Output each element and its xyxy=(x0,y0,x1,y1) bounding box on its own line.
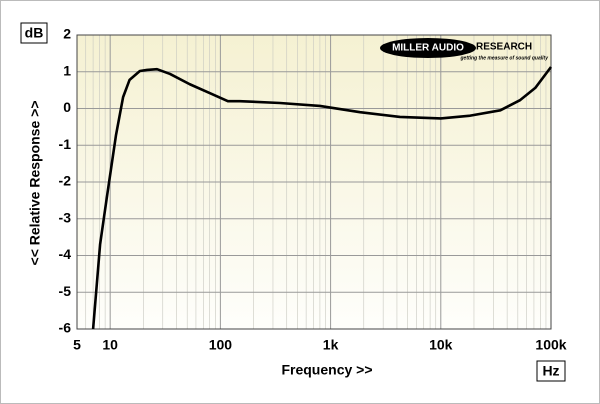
y-tick-label: -2 xyxy=(59,173,72,189)
x-tick-label: 100 xyxy=(209,337,233,353)
logo: MILLER AUDIO RESEARCH getting the measur… xyxy=(380,38,548,61)
logo-tagline: getting the measure of sound quality xyxy=(459,55,548,61)
y-tick-label: -1 xyxy=(59,136,72,152)
logo-left: MILLER AUDIO xyxy=(392,43,464,54)
x-axis-title: Frequency >> xyxy=(281,362,372,378)
y-axis-title: << Relative Response >> xyxy=(27,101,43,266)
y-unit: dB xyxy=(25,25,44,41)
x-tick-label: 100k xyxy=(535,337,566,353)
x-tick-label: 1k xyxy=(323,337,339,353)
y-tick-label: -4 xyxy=(59,246,72,262)
unit-box xyxy=(536,360,566,382)
x-tick-label: 10 xyxy=(102,337,118,353)
y-tick-label: -5 xyxy=(59,283,72,299)
y-tick-label: 1 xyxy=(63,62,71,78)
x-tick-label: 5 xyxy=(73,337,81,353)
logo-right: RESEARCH xyxy=(476,42,532,53)
y-tick-label: 0 xyxy=(63,99,71,115)
x-tick-label: 10k xyxy=(429,337,453,353)
plot-border xyxy=(76,34,552,330)
response-line xyxy=(91,66,553,330)
unit-box xyxy=(20,22,48,44)
x-unit: Hz xyxy=(542,363,559,379)
y-tick-label: 2 xyxy=(63,26,71,42)
logo-ellipse xyxy=(380,38,476,58)
y-tick-label: -3 xyxy=(59,209,72,225)
y-tick-label: -6 xyxy=(59,320,72,336)
